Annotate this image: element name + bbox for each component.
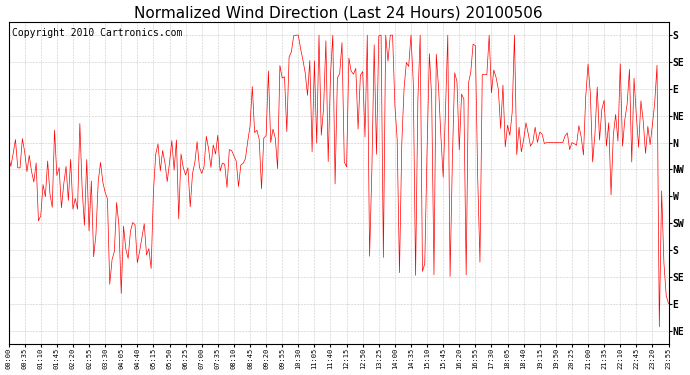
Text: Copyright 2010 Cartronics.com: Copyright 2010 Cartronics.com [12,28,182,38]
Title: Normalized Wind Direction (Last 24 Hours) 20100506: Normalized Wind Direction (Last 24 Hours… [135,6,543,21]
